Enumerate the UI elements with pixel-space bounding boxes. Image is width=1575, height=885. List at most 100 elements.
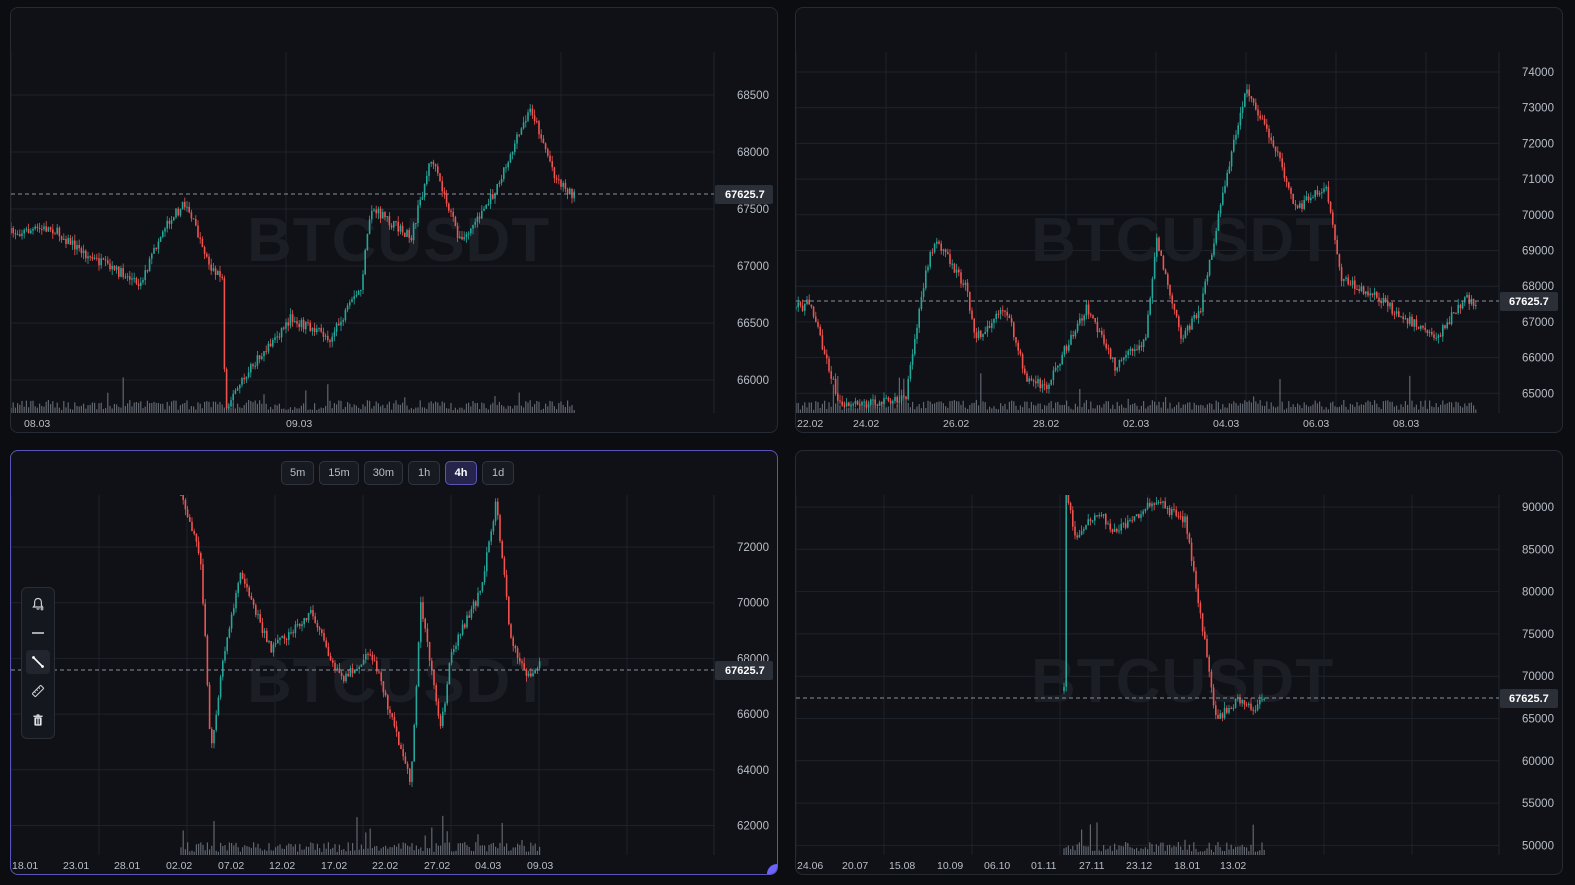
x-axis-tick-label: 09.03 <box>527 860 553 872</box>
x-axis-tick-label: 23.12 <box>1126 860 1152 872</box>
chart-panel-top-right[interactable]: BTCUSDT 74000 73000 72000 71000 70000 69000 68… <box>795 7 1563 433</box>
x-axis-tick-label: 22.02 <box>797 418 823 430</box>
drawing-toolbar <box>21 587 55 739</box>
y-axis-tick-label: 67000 <box>737 261 769 273</box>
x-axis-tick-label: 01.11 <box>1031 860 1057 872</box>
delete-drawings-button[interactable] <box>26 708 50 732</box>
y-axis-tick-label: 65000 <box>1522 714 1554 726</box>
horizontal-line-icon <box>32 632 44 634</box>
timeframe-button-15m[interactable]: 15m <box>319 461 359 485</box>
chart-panel-top-left[interactable]: BTCUSDT 68500 68000 67500 67000 66500 66000 0… <box>10 7 778 433</box>
trash-icon <box>33 714 43 726</box>
svg-text:67625.7: 67625.7 <box>1509 693 1549 705</box>
y-axis-tick-label: 74000 <box>1522 67 1554 79</box>
x-axis-tick-label: 26.02 <box>943 418 969 430</box>
timeframe-button-1h[interactable]: 1h <box>408 461 441 485</box>
chart-watermark: BTCUSDT <box>1031 206 1334 275</box>
y-axis-tick-label: 55000 <box>1522 798 1554 810</box>
svg-text:67625.7: 67625.7 <box>725 665 765 677</box>
timeframe-button-1d[interactable]: 1d <box>482 461 515 485</box>
y-axis-tick-label: 66000 <box>1522 353 1554 365</box>
alert-tool-button[interactable] <box>26 592 50 616</box>
svg-text:67625.7: 67625.7 <box>1509 296 1549 308</box>
x-axis-tick-label: 09.03 <box>286 418 312 430</box>
current-price-tag: 67625.7 <box>1500 689 1558 708</box>
y-axis-tick-label: 90000 <box>1522 502 1554 514</box>
x-axis-tick-label: 24.02 <box>853 418 879 430</box>
timeframe-selector: 5m 15m 30m 1h 4h 1d <box>281 461 515 485</box>
x-axis-tick-label: 24.06 <box>797 860 823 872</box>
chart-panel-bottom-right[interactable]: BTCUSDT 90000 85000 80000 75000 70000 65000 60… <box>795 450 1563 875</box>
x-axis-tick-label: 04.03 <box>1213 418 1239 430</box>
alert-bell-icon <box>32 597 44 611</box>
ruler-icon <box>31 684 45 698</box>
x-axis-tick-label: 06.10 <box>984 860 1010 872</box>
current-price-tag: 67625.7 <box>1500 292 1558 311</box>
x-axis-tick-label: 10.09 <box>937 860 963 872</box>
chart-watermark: BTCUSDT <box>247 647 550 716</box>
y-axis-tick-label: 66000 <box>737 375 769 387</box>
y-axis-tick-label: 72000 <box>737 542 769 554</box>
y-axis-tick-label: 71000 <box>1522 174 1554 186</box>
y-axis-tick-label: 68000 <box>737 147 769 159</box>
ruler-tool-button[interactable] <box>26 679 50 703</box>
y-axis-tick-label: 70000 <box>1522 671 1554 683</box>
y-axis-tick-label: 67500 <box>737 204 769 216</box>
chart-watermark: BTCUSDT <box>247 206 550 275</box>
x-axis-tick-label: 23.01 <box>63 860 89 872</box>
x-axis-tick-label: 04.03 <box>475 860 501 872</box>
y-axis-tick-label: 65000 <box>1522 388 1554 400</box>
y-axis-tick-label: 85000 <box>1522 544 1554 556</box>
y-axis-tick-label: 66500 <box>737 318 769 330</box>
y-axis-tick-label: 75000 <box>1522 629 1554 641</box>
current-price-tag: 67625.7 <box>715 185 773 204</box>
y-axis-tick-label: 69000 <box>1522 246 1554 258</box>
candlestick-chart[interactable]: BTCUSDT 74000 73000 72000 71000 70000 69000 68… <box>796 8 1563 433</box>
y-axis-tick-label: 70000 <box>737 598 769 610</box>
horizontal-line-tool-button[interactable] <box>26 621 50 645</box>
timeframe-button-30m[interactable]: 30m <box>363 461 404 485</box>
y-axis-tick-label: 62000 <box>737 821 769 833</box>
x-axis-tick-label: 28.02 <box>1033 418 1059 430</box>
x-axis-tick-label: 28.01 <box>114 860 140 872</box>
y-axis-tick-label: 50000 <box>1522 840 1554 852</box>
y-axis-tick-label: 67000 <box>1522 317 1554 329</box>
x-axis-tick-label: 07.02 <box>218 860 244 872</box>
x-axis-tick-label: 08.03 <box>24 418 50 430</box>
x-axis-tick-label: 06.03 <box>1303 418 1329 430</box>
svg-text:67625.7: 67625.7 <box>725 189 765 201</box>
x-axis-tick-label: 18.01 <box>12 860 38 872</box>
y-axis-tick-label: 80000 <box>1522 587 1554 599</box>
y-axis-tick-label: 68500 <box>737 90 769 102</box>
y-axis-tick-label: 73000 <box>1522 103 1554 115</box>
x-axis-tick-label: 18.01 <box>1174 860 1200 872</box>
timeframe-button-4h[interactable]: 4h <box>445 461 478 485</box>
chart-watermark: BTCUSDT <box>1031 647 1334 716</box>
x-axis-tick-label: 02.02 <box>166 860 192 872</box>
x-axis-tick-label: 20.07 <box>842 860 868 872</box>
timeframe-button-5m[interactable]: 5m <box>281 461 315 485</box>
trend-line-tool-button[interactable] <box>26 650 50 674</box>
panel-resize-handle[interactable] <box>767 864 777 874</box>
y-axis-tick-label: 70000 <box>1522 210 1554 222</box>
candlestick-chart[interactable]: BTCUSDT 90000 85000 80000 75000 70000 65000 60… <box>796 451 1563 875</box>
y-axis-tick-label: 68000 <box>1522 281 1554 293</box>
y-axis-tick-label: 72000 <box>1522 138 1554 150</box>
x-axis-tick-label: 27.11 <box>1079 860 1105 872</box>
x-axis-tick-label: 27.02 <box>424 860 450 872</box>
x-axis-tick-label: 13.02 <box>1220 860 1246 872</box>
x-axis-tick-label: 12.02 <box>269 860 295 872</box>
chart-panel-bottom-left[interactable]: BTCUSDT 72000 70000 68000 66000 64000 62000 1… <box>10 450 778 875</box>
current-price-tag: 67625.7 <box>715 661 773 680</box>
y-axis-tick-label: 60000 <box>1522 756 1554 768</box>
x-axis-tick-label: 08.03 <box>1393 418 1419 430</box>
trend-line-icon <box>32 656 44 668</box>
x-axis-tick-label: 15.08 <box>889 860 915 872</box>
y-axis-tick-label: 64000 <box>737 765 769 777</box>
x-axis-tick-label: 22.02 <box>372 860 398 872</box>
candlestick-chart[interactable]: BTCUSDT 68500 68000 67500 67000 66500 66000 0… <box>11 8 778 433</box>
y-axis-tick-label: 66000 <box>737 709 769 721</box>
x-axis-tick-label: 17.02 <box>321 860 347 872</box>
x-axis-tick-label: 02.03 <box>1123 418 1149 430</box>
